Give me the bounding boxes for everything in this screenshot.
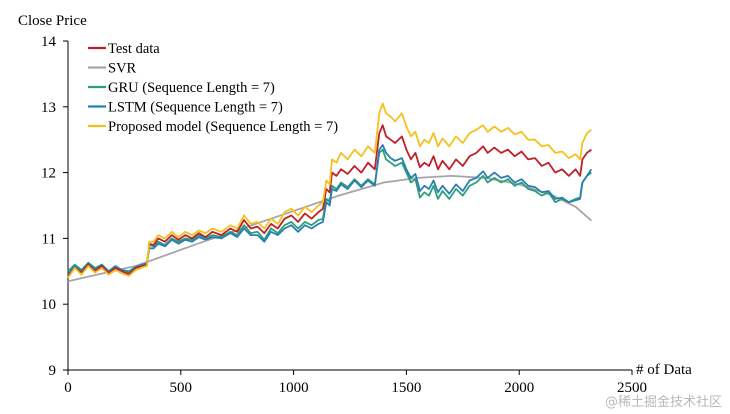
series-line-2	[67, 148, 592, 273]
legend-label: SVR	[108, 61, 137, 77]
legend-label: Test data	[108, 41, 160, 57]
x-axis-title: # of Data	[636, 362, 692, 378]
x-tick-label: 500	[170, 380, 193, 396]
legend-label: GRU (Sequence Length = 7)	[108, 80, 275, 96]
legend-label: LSTM (Sequence Length = 7)	[108, 100, 283, 116]
y-tick-label: 11	[42, 231, 56, 247]
x-tick-label: 2000	[504, 380, 534, 396]
x-tick-label: 0	[64, 380, 72, 396]
x-tick-label: 1000	[279, 380, 309, 396]
legend: Test data SVR GRU (Sequence Length = 7) LST…	[88, 41, 338, 135]
x-tick-label: 2500	[617, 380, 647, 396]
series-line-3	[67, 144, 593, 276]
legend-label: Proposed model (Sequence Length = 7)	[108, 119, 338, 135]
x-tick-label: 1500	[391, 380, 421, 396]
series-line-0	[67, 124, 592, 278]
series-layer	[67, 102, 593, 283]
watermark: @稀土掘金技术社区	[604, 395, 722, 410]
series-line-4	[67, 102, 592, 279]
y-tick-label: 12	[41, 166, 56, 182]
y-tick-label: 14	[41, 34, 57, 50]
y-tick-label: 9	[49, 363, 57, 379]
y-tick-label: 13	[41, 100, 56, 116]
axes: 9 10 11 12 13 14 0 500 1000 1500 2000 2500 Close Pri…	[18, 13, 692, 396]
y-tick-label: 10	[41, 297, 56, 313]
y-axis-title: Close Price	[18, 13, 87, 29]
